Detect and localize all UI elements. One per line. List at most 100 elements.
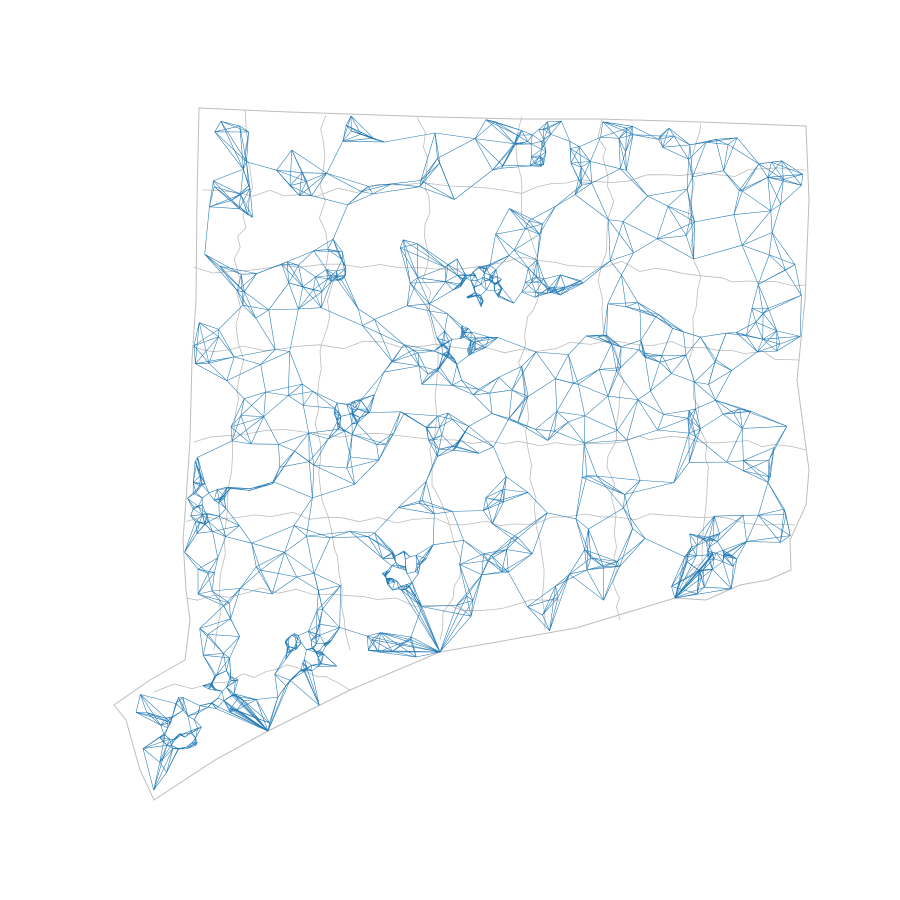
graph-edge xyxy=(637,390,651,400)
graph-edge xyxy=(470,600,474,617)
graph-edge xyxy=(184,732,192,738)
graph-edge xyxy=(301,172,327,174)
graph-edge xyxy=(327,278,332,282)
graph-edge xyxy=(193,457,198,483)
graph-edge xyxy=(315,276,328,280)
graph-edge xyxy=(236,700,245,711)
graph-edge xyxy=(470,279,478,282)
graph-edge xyxy=(405,589,441,653)
graph-edge xyxy=(683,331,701,338)
graph-edge xyxy=(671,373,695,383)
graph-edge xyxy=(608,219,611,261)
graph-edge xyxy=(691,214,694,260)
graph-edge xyxy=(694,381,716,401)
graph-edge xyxy=(279,450,295,468)
graph-edge xyxy=(317,657,321,664)
graph-edge xyxy=(484,337,490,348)
graph-edge xyxy=(531,281,537,293)
graph-edge xyxy=(581,182,592,186)
graph-edge xyxy=(184,552,199,570)
graph-edge xyxy=(333,412,338,422)
graph-edge xyxy=(308,623,321,632)
graph-edge xyxy=(525,228,540,235)
graph-edge xyxy=(327,238,334,250)
graph-edge xyxy=(403,413,428,429)
graph-edge xyxy=(531,155,541,158)
graph-edge xyxy=(715,552,724,562)
graph-edge xyxy=(368,639,373,651)
graph-edge xyxy=(192,492,203,499)
graph-edge xyxy=(316,608,323,611)
graph-edge xyxy=(480,300,484,306)
graph-edge xyxy=(230,676,239,681)
graph-edge xyxy=(528,220,540,235)
graph-edge xyxy=(532,134,542,142)
graph-edge xyxy=(723,137,738,171)
graph-edge xyxy=(392,361,420,367)
graph-edge xyxy=(771,204,781,233)
graph-edge xyxy=(191,742,194,745)
graph-edge xyxy=(230,426,252,445)
graph-edge xyxy=(619,528,633,567)
graph-edge xyxy=(495,208,510,235)
graph-edge xyxy=(543,278,548,289)
graph-edge xyxy=(569,549,585,575)
graph-edge xyxy=(506,537,519,550)
graph-edge xyxy=(342,141,385,143)
graph-edge xyxy=(691,176,693,215)
graph-edge xyxy=(230,416,264,428)
graph-edge xyxy=(758,514,786,516)
graph-edge xyxy=(497,282,502,289)
graph-edge xyxy=(491,413,518,424)
graph-edge xyxy=(312,391,338,404)
graph-edge xyxy=(492,275,498,278)
graph-edge xyxy=(244,700,270,724)
graph-edge xyxy=(462,274,466,279)
graph-edge xyxy=(405,556,411,560)
graph-edge xyxy=(326,269,332,282)
graph-edge xyxy=(471,331,476,339)
graph-edge xyxy=(208,521,226,537)
graph-edge xyxy=(190,515,196,522)
graph-edge xyxy=(285,640,288,648)
graph-edge xyxy=(391,562,396,567)
graph-edge xyxy=(743,460,771,478)
graph-edge xyxy=(517,397,526,424)
graph-edge xyxy=(738,163,760,191)
graph-edge xyxy=(240,194,253,218)
graph-edge xyxy=(293,642,297,649)
graph-edge xyxy=(514,249,538,261)
graph-edge xyxy=(243,131,249,170)
graph-edge xyxy=(223,700,230,710)
graph-edge xyxy=(544,143,547,152)
graph-edge xyxy=(667,188,688,207)
graph-edge xyxy=(570,161,591,164)
graph-edge xyxy=(195,322,200,364)
graph-edge xyxy=(308,610,318,632)
graph-edge xyxy=(407,571,416,574)
graph-edge xyxy=(340,414,351,417)
graph-edge xyxy=(242,305,256,319)
graph-edge xyxy=(495,234,510,256)
graph-edge xyxy=(547,290,554,294)
graph-edge xyxy=(491,537,512,556)
graph-edge xyxy=(417,352,429,375)
graph-edge xyxy=(289,679,320,706)
graph-edge xyxy=(135,712,168,722)
graph-edge xyxy=(193,322,200,346)
graph-edge xyxy=(285,635,292,641)
graph-edge xyxy=(536,351,569,355)
graph-edge xyxy=(667,206,687,236)
graph-edge xyxy=(580,167,592,184)
graph-edge xyxy=(184,730,192,738)
graph-edge xyxy=(274,674,291,681)
graph-edge xyxy=(410,636,441,653)
graph-edge xyxy=(794,264,802,296)
graph-edge xyxy=(343,268,347,278)
graph-edge xyxy=(302,383,314,392)
graph-edge xyxy=(489,265,497,270)
graph-edge xyxy=(555,289,561,296)
graph-edge xyxy=(442,349,450,355)
graph-edge xyxy=(685,221,695,236)
graph-edge xyxy=(739,408,743,429)
